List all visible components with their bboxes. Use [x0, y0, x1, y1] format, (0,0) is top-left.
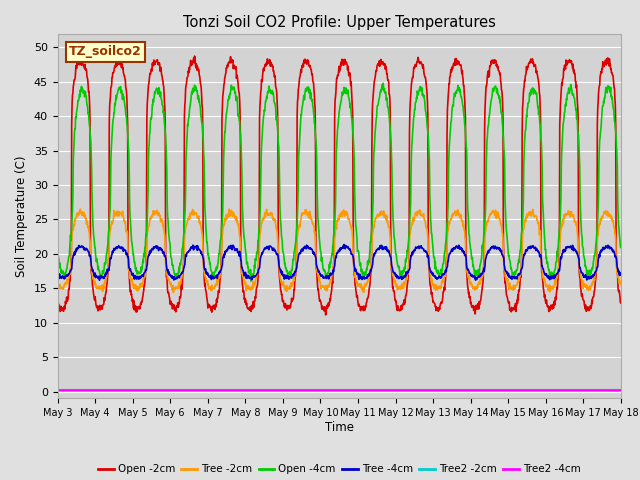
Open -2cm [179, 272, 187, 277]
Tree -4cm [501, 266, 509, 272]
Tree -4cm [179, 268, 187, 274]
Tree2 -4cm [617, 388, 625, 394]
Tree -2cm [551, 280, 559, 286]
Open -2cm [322, 312, 330, 318]
X-axis label: Time: Time [324, 421, 354, 434]
Open -4cm [551, 267, 559, 273]
Tree -2cm [170, 290, 177, 296]
Line: Open -2cm: Open -2cm [58, 56, 621, 315]
Open -2cm [54, 295, 61, 300]
Text: TZ_soilco2: TZ_soilco2 [69, 46, 141, 59]
Tree2 -4cm [54, 388, 61, 394]
Tree -4cm [617, 272, 625, 278]
Title: Tonzi Soil CO2 Profile: Upper Temperatures: Tonzi Soil CO2 Profile: Upper Temperatur… [183, 15, 495, 30]
Tree -2cm [428, 278, 435, 284]
Tree -4cm [551, 273, 559, 279]
Tree -2cm [76, 206, 84, 212]
Tree2 -2cm [165, 387, 173, 393]
Tree -4cm [166, 272, 173, 278]
Tree2 -2cm [179, 387, 187, 393]
Tree2 -4cm [179, 388, 187, 394]
Open -2cm [617, 300, 625, 306]
Tree -2cm [501, 269, 509, 275]
Tree2 -2cm [550, 387, 557, 393]
Tree -2cm [180, 262, 188, 267]
Tree -2cm [617, 281, 625, 287]
Open -4cm [54, 242, 61, 248]
Open -4cm [179, 243, 187, 249]
Tree2 -4cm [500, 388, 508, 394]
Tree -4cm [95, 277, 103, 283]
Tree2 -2cm [54, 387, 61, 393]
Tree2 -4cm [242, 388, 250, 394]
Tree2 -2cm [427, 387, 435, 393]
Line: Tree -2cm: Tree -2cm [58, 209, 621, 293]
Tree -2cm [54, 286, 61, 291]
Tree -4cm [54, 272, 61, 278]
Tree2 -4cm [427, 388, 435, 394]
Tree2 -2cm [242, 387, 250, 393]
Line: Open -4cm: Open -4cm [58, 83, 621, 281]
Open -2cm [165, 294, 173, 300]
Open -2cm [428, 291, 435, 297]
Tree2 -2cm [500, 387, 508, 393]
Tree2 -2cm [617, 387, 625, 393]
Tree -4cm [243, 276, 250, 281]
Tree2 -4cm [550, 388, 557, 394]
Open -2cm [243, 302, 250, 308]
Open -4cm [380, 80, 387, 86]
Open -4cm [428, 230, 435, 236]
Open -4cm [165, 235, 173, 241]
Line: Tree -4cm: Tree -4cm [58, 244, 621, 280]
Tree -2cm [243, 284, 250, 289]
Open -2cm [551, 302, 559, 308]
Legend: Open -2cm, Tree -2cm, Open -4cm, Tree -4cm, Tree2 -2cm, Tree2 -4cm: Open -2cm, Tree -2cm, Open -4cm, Tree -4… [94, 460, 584, 479]
Tree -2cm [166, 279, 173, 285]
Open -4cm [242, 252, 250, 257]
Open -2cm [501, 280, 509, 286]
Open -4cm [501, 195, 509, 201]
Tree -4cm [340, 241, 348, 247]
Open -4cm [617, 245, 625, 251]
Open -4cm [247, 278, 255, 284]
Tree -4cm [428, 268, 435, 274]
Open -2cm [191, 53, 198, 59]
Tree2 -4cm [165, 388, 173, 394]
Y-axis label: Soil Temperature (C): Soil Temperature (C) [15, 155, 28, 277]
